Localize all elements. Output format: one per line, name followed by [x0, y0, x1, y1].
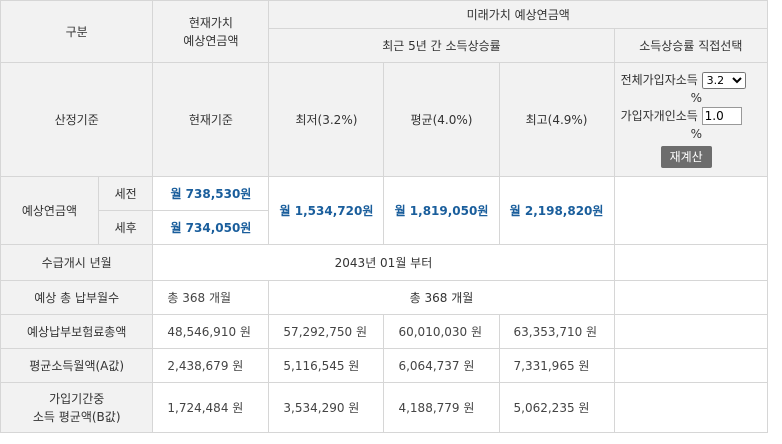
payment-months-current: 총 368 개월 — [152, 280, 270, 315]
individual-label: 가입자개인소득 — [620, 108, 698, 123]
pct-symbol-1: % — [690, 90, 702, 105]
start-date-value: 2043년 01월 부터 — [152, 244, 615, 281]
avg-income-b-label: 가입기간중 소득 평균액(B값) — [0, 382, 154, 433]
all-subscribers-label: 전체가입자소득 — [620, 72, 698, 87]
pct-symbol-2: % — [690, 127, 702, 142]
direct-select-header: 소득상승률 직접선택 — [613, 28, 769, 63]
avg-income-a-current: 2,438,679 원 — [152, 348, 270, 383]
aftertax-current-value: 월 734,050원 — [152, 210, 270, 245]
payment-months-future: 총 368 개월 — [268, 280, 615, 315]
total-premium-direct-empty — [613, 314, 769, 349]
individual-input[interactable] — [701, 107, 742, 126]
total-premium-low: 57,292,750 원 — [268, 314, 385, 349]
avg-income-b-direct-empty — [613, 382, 769, 433]
avg-income-a-label: 평균소득월액(A값) — [0, 348, 154, 383]
total-premium-high: 63,353,710 원 — [498, 314, 615, 349]
total-premium-avg: 60,010,030 원 — [383, 314, 500, 349]
expected-high-value: 월 2,198,820원 — [498, 176, 615, 245]
avg-income-b-low: 3,534,290 원 — [268, 382, 385, 433]
total-premium-current: 48,546,910 원 — [152, 314, 270, 349]
pension-estimate-table: 구분 현재가치 예상연금액 미래가치 예상연금액 최근 5년 간 소득상승률 소… — [0, 0, 769, 433]
basis-label: 산정기준 — [0, 62, 154, 177]
avg-income-a-high: 7,331,965 원 — [498, 348, 615, 383]
avg-income-b-current: 1,724,484 원 — [152, 382, 270, 433]
direct-select-panel: 전체가입자소득 3.2 % 가입자개인소득 % 재계산 — [613, 62, 769, 177]
category-header: 구분 — [0, 0, 154, 63]
expected-avg-value: 월 1,819,050원 — [383, 176, 500, 245]
basis-avg: 평균(4.0%) — [383, 62, 500, 177]
recent-5yr-header: 최근 5년 간 소득상승률 — [268, 28, 615, 63]
aftertax-label: 세후 — [97, 210, 154, 245]
recalculate-button[interactable]: 재계산 — [660, 146, 712, 169]
pretax-current-value: 월 738,530원 — [152, 176, 270, 211]
basis-low: 최저(3.2%) — [268, 62, 385, 177]
basis-high: 최고(4.9%) — [498, 62, 615, 177]
present-value-header: 현재가치 예상연금액 — [152, 0, 270, 63]
avg-income-b-avg: 4,188,779 원 — [383, 382, 500, 433]
expected-direct-empty — [613, 176, 769, 245]
all-subscribers-select[interactable]: 3.2 — [701, 71, 746, 89]
expected-pension-label: 예상연금액 — [0, 176, 99, 245]
avg-income-a-avg: 6,064,737 원 — [383, 348, 500, 383]
payment-months-direct-empty — [613, 280, 769, 315]
start-date-direct-empty — [613, 244, 769, 281]
start-date-label: 수급개시 년월 — [0, 244, 154, 281]
expected-low-value: 월 1,534,720원 — [268, 176, 385, 245]
future-value-header: 미래가치 예상연금액 — [268, 0, 768, 29]
payment-months-label: 예상 총 납부월수 — [0, 280, 154, 315]
pretax-label: 세전 — [97, 176, 154, 211]
avg-income-a-direct-empty — [613, 348, 769, 383]
basis-current: 현재기준 — [152, 62, 270, 177]
total-premium-label: 예상납부보험료총액 — [0, 314, 154, 349]
avg-income-a-low: 5,116,545 원 — [268, 348, 385, 383]
avg-income-b-high: 5,062,235 원 — [498, 382, 615, 433]
